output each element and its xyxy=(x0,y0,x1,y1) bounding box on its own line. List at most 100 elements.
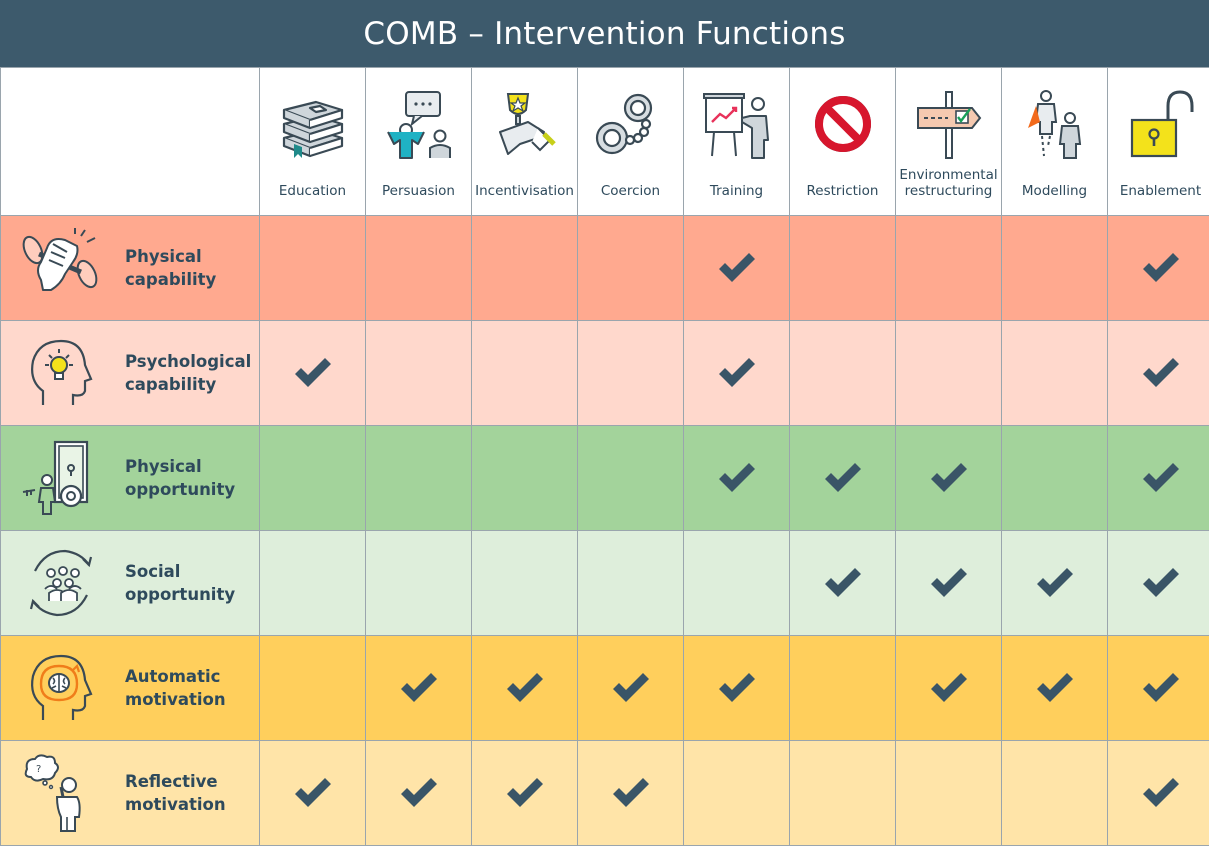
checkmark-icon xyxy=(717,251,757,285)
matrix-cell xyxy=(896,636,1002,741)
checkmark-icon xyxy=(929,566,969,600)
speech-bubble-people-icon xyxy=(382,88,456,162)
checkmark-icon xyxy=(1141,566,1181,600)
checkmark xyxy=(1002,636,1107,740)
func-persuasion: Persuasion xyxy=(366,68,472,216)
checkmark-icon xyxy=(399,776,439,810)
checkmark xyxy=(472,636,577,740)
matrix-cell xyxy=(896,741,1002,846)
checkmark-icon xyxy=(293,356,333,390)
matrix-cell xyxy=(472,216,578,321)
checkmark xyxy=(1002,531,1107,635)
checkmark xyxy=(1108,321,1209,425)
matrix-cell xyxy=(684,321,790,426)
checkmark xyxy=(896,426,1001,530)
func-modelling: Modelling xyxy=(1002,68,1108,216)
func-enablement: Enablement xyxy=(1108,68,1209,216)
checkmark xyxy=(684,216,789,320)
checkmark-icon xyxy=(929,461,969,495)
checkmark xyxy=(578,741,683,845)
prohibited-sign-icon xyxy=(806,88,880,162)
checkmark-icon xyxy=(823,566,863,600)
matrix-cell xyxy=(366,321,472,426)
checkmark xyxy=(896,531,1001,635)
func-label: Enablement xyxy=(1118,183,1203,199)
thinking-person-icon: ? xyxy=(21,753,101,833)
func-incentivisation: Incentivisation xyxy=(472,68,578,216)
matrix-cell xyxy=(366,426,472,531)
role-model-icon xyxy=(1018,88,1092,162)
matrix-cell xyxy=(1108,741,1209,846)
matrix-cell xyxy=(1002,531,1108,636)
matrix-cell xyxy=(790,636,896,741)
checkmark xyxy=(260,321,365,425)
checkmark-icon xyxy=(1141,251,1181,285)
svg-text:?: ? xyxy=(36,764,41,775)
matrix-cell xyxy=(260,531,366,636)
checkmark-icon xyxy=(505,776,545,810)
func-training: Training xyxy=(684,68,790,216)
matrix-cell xyxy=(578,636,684,741)
matrix-cell xyxy=(578,216,684,321)
matrix-cell xyxy=(1002,426,1108,531)
signpost-icon xyxy=(912,88,986,162)
matrix-cell xyxy=(790,216,896,321)
people-cycle-icon xyxy=(21,543,101,623)
intervention-table: Education Persuasion xyxy=(0,67,1209,846)
func-label: Incentivisation xyxy=(473,183,576,199)
checkmark xyxy=(1108,636,1209,740)
matrix-cell xyxy=(366,741,472,846)
func-label: Coercion xyxy=(599,183,662,199)
checkmark-icon xyxy=(1141,671,1181,705)
matrix-cell xyxy=(1002,216,1108,321)
checkmark-icon xyxy=(611,776,651,810)
matrix-cell xyxy=(1002,636,1108,741)
checkmark-icon xyxy=(823,461,863,495)
matrix-cell xyxy=(684,636,790,741)
func-label: Education xyxy=(277,183,348,199)
checkmark xyxy=(578,636,683,740)
matrix-cell xyxy=(366,216,472,321)
checkmark xyxy=(260,741,365,845)
matrix-cell xyxy=(1108,426,1209,531)
matrix-cell xyxy=(896,216,1002,321)
matrix-cell xyxy=(896,321,1002,426)
matrix-cell xyxy=(684,426,790,531)
handcuffs-icon xyxy=(594,88,668,162)
func-education: Education xyxy=(260,68,366,216)
matrix-cell xyxy=(472,636,578,741)
matrix-cell xyxy=(260,636,366,741)
checkmark-icon xyxy=(1035,671,1075,705)
matrix-cell xyxy=(260,216,366,321)
checkmark xyxy=(684,426,789,530)
matrix-cell xyxy=(790,741,896,846)
matrix-cell xyxy=(1002,321,1108,426)
checkmark xyxy=(1108,741,1209,845)
matrix-cell xyxy=(1002,741,1108,846)
door-key-icon xyxy=(21,438,101,518)
checkmark xyxy=(1108,531,1209,635)
matrix-cell xyxy=(366,531,472,636)
header-row: Education Persuasion xyxy=(1,68,1209,216)
func-label: Persuasion xyxy=(380,183,457,199)
checkmark-icon xyxy=(1141,356,1181,390)
matrix-cell xyxy=(472,531,578,636)
matrix-cell xyxy=(260,741,366,846)
matrix-cell xyxy=(684,216,790,321)
dumbbell-fist-icon xyxy=(21,228,101,308)
checkmark xyxy=(790,531,895,635)
func-label: Training xyxy=(708,183,765,199)
